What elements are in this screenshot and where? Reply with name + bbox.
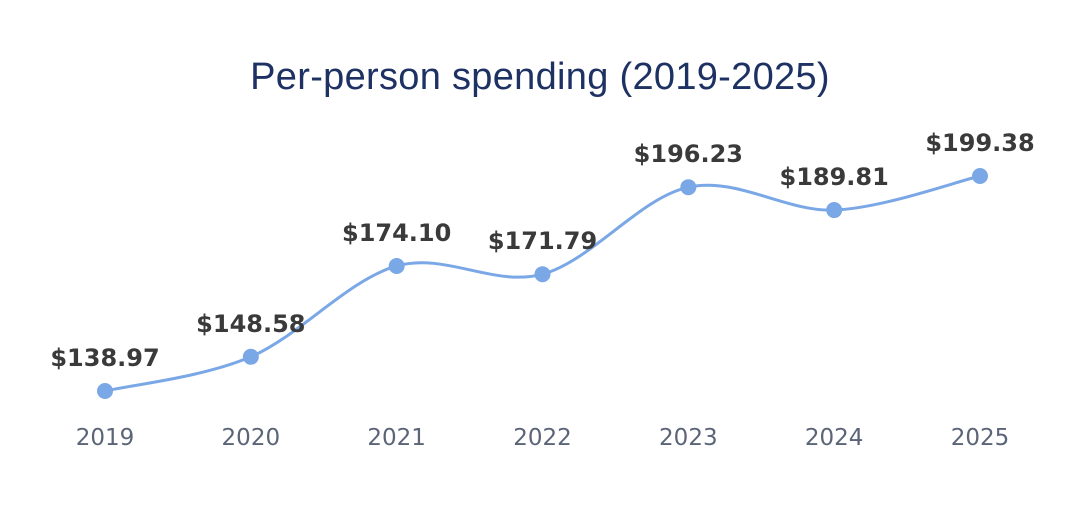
data-label-2025: $199.38 xyxy=(925,129,1034,157)
data-point-2022 xyxy=(534,266,551,283)
data-label-2023: $196.23 xyxy=(634,140,743,168)
data-point-2025 xyxy=(972,168,988,184)
x-tick-label-2020: 2020 xyxy=(222,425,281,451)
data-label-2022: $171.79 xyxy=(488,227,597,255)
data-label-layer: $138.97 $148.58 $174.10 $171.79 $196.23 $189.… xyxy=(50,129,1034,372)
x-tick-label-2019: 2019 xyxy=(76,425,135,451)
series-line-layer xyxy=(103,174,982,393)
x-axis-ticks: 2019 2020 2021 2022 2023 2024 2025 xyxy=(76,425,1010,451)
data-point-2019 xyxy=(97,383,113,399)
data-label-2020: $148.58 xyxy=(196,310,305,338)
data-point-2024 xyxy=(826,202,843,219)
x-tick-label-2021: 2021 xyxy=(367,425,426,451)
x-tick-label-2023: 2023 xyxy=(659,425,718,451)
series-line xyxy=(103,174,982,393)
data-label-2021: $174.10 xyxy=(342,219,451,247)
data-label-2024: $189.81 xyxy=(780,163,889,191)
data-point-2020 xyxy=(242,348,259,365)
data-point-2023 xyxy=(680,179,697,196)
x-tick-label-2024: 2024 xyxy=(805,425,864,451)
chart-title: Per-person spending (2019-2025) xyxy=(250,56,830,98)
x-tick-label-2025: 2025 xyxy=(951,425,1010,451)
x-tick-label-2022: 2022 xyxy=(513,425,572,451)
data-label-2019: $138.97 xyxy=(50,344,159,372)
data-point-2021 xyxy=(388,257,405,274)
data-point-layer xyxy=(97,168,988,399)
